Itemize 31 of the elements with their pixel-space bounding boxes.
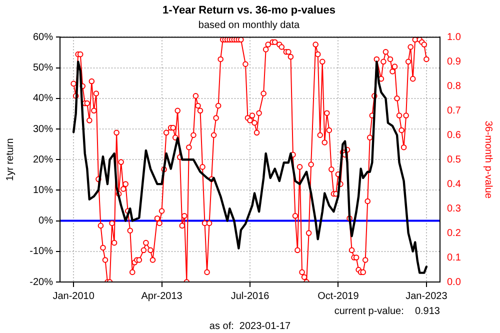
text: current p-value: 0.913 [334,306,440,317]
x-tick-label: Apr-2013 [141,290,183,302]
x-tick-label: Jan-2010 [52,290,95,302]
y2-tick-label: 0.4 [447,178,462,190]
x-tick-label: Oct-2019 [318,290,360,302]
y-axis-title: 1yr return [4,138,16,181]
text: as of: 2023-01-17 [209,321,292,332]
y2-tick-label: 0.2 [447,228,462,239]
y2-tick-label: 0.6 [447,130,462,141]
y2-axis-title: 36-month p-value [482,120,494,199]
y2-tick-label: 0.8 [447,80,462,92]
y-tick-label: 20% [32,154,54,166]
y2-tick-label: 0.9 [447,56,462,68]
y-tick-label: 10% [32,184,54,196]
y2-tick-label: 0.1 [447,252,462,264]
x-tick-label: Jan-2023 [406,290,448,302]
y2-tick-label: 1.0 [447,32,462,43]
y-tick-label: 60% [32,32,54,43]
x-tick-label: Jul-2016 [230,290,270,302]
y-tick-label: 50% [32,62,54,74]
y2-tick-label: 0.7 [447,105,462,116]
y2-tick-label: 0.0 [447,276,462,288]
y-tick-label: -10% [30,246,54,258]
y-tick-label: 40% [32,93,54,104]
y-tick-label: 0% [38,216,54,227]
y2-tick-label: 0.5 [447,154,462,166]
y-tick-label: 30% [32,124,54,135]
chart-title: 1-Year Return vs. 36-mo p-values [162,4,336,17]
y-tick-label: -20% [30,276,54,288]
chart-subtitle: based on monthly data [198,20,300,31]
y2-tick-label: 0.3 [447,203,462,214]
